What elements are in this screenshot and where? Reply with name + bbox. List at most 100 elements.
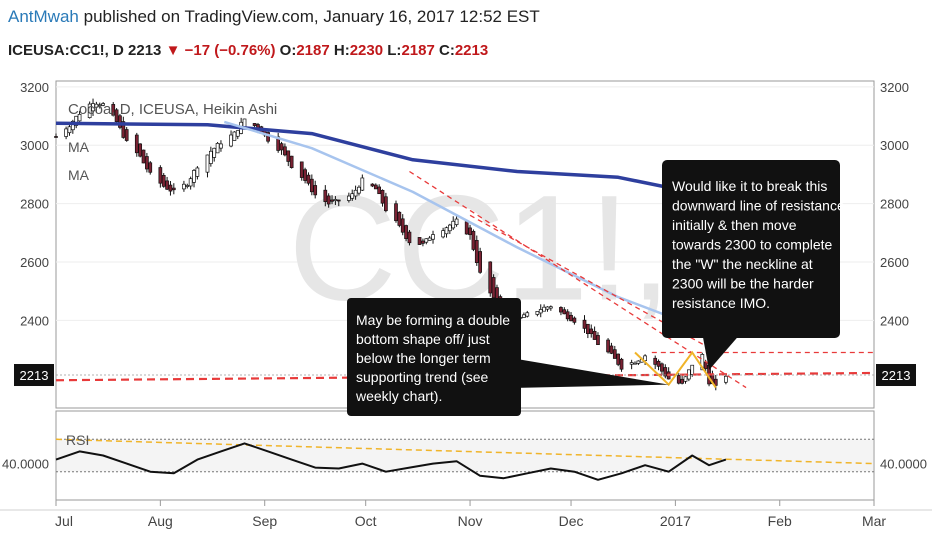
callout-left-line: bottom shape off/ just bbox=[356, 331, 490, 347]
time-label: Nov bbox=[458, 513, 483, 529]
callout-left-line: below the longer term bbox=[356, 350, 491, 366]
candle-body bbox=[219, 143, 223, 149]
candle-body bbox=[333, 199, 338, 201]
candle-body bbox=[636, 360, 641, 364]
candle-body bbox=[548, 306, 553, 309]
candle-body bbox=[373, 184, 378, 190]
price-tick-right: 2800 bbox=[880, 197, 909, 212]
rsi-tick-right: 40.0000 bbox=[880, 457, 927, 472]
candle-body bbox=[562, 309, 567, 315]
candle-body bbox=[350, 193, 355, 199]
rsi-trendline bbox=[55, 438, 875, 465]
symbol-line: ICEUSA:CC1!, D 2213 ▼ −17 (−0.76%) O:218… bbox=[8, 42, 488, 59]
callout-right bbox=[662, 160, 840, 338]
candle-body bbox=[124, 129, 129, 141]
callout-right-line: towards 2300 to complete bbox=[672, 237, 833, 253]
candle-body bbox=[542, 306, 546, 312]
price-tick-right: 3000 bbox=[880, 138, 909, 153]
candle-body bbox=[336, 199, 341, 202]
callout-left-pointer bbox=[511, 358, 669, 388]
candle-body bbox=[370, 183, 375, 187]
candle-body bbox=[283, 146, 287, 156]
price-tick-right: 2400 bbox=[880, 313, 909, 328]
candle-body bbox=[491, 277, 496, 299]
candle-body bbox=[690, 364, 695, 375]
candle-body bbox=[97, 104, 102, 107]
price-tick-left: 2800 bbox=[20, 197, 49, 212]
price-tick-right: 3200 bbox=[880, 80, 909, 95]
time-label: Feb bbox=[768, 513, 792, 529]
callout-right-pointer bbox=[702, 332, 742, 371]
candle-body bbox=[279, 143, 284, 151]
candle-body bbox=[535, 311, 540, 315]
close-label: C: bbox=[438, 42, 455, 59]
candle-body bbox=[232, 131, 237, 141]
candle-body bbox=[525, 312, 530, 317]
candle-body bbox=[323, 189, 328, 202]
candle-body bbox=[589, 328, 594, 335]
candle-body bbox=[407, 231, 412, 244]
candle-body bbox=[441, 230, 445, 238]
current-price-right: 2213 bbox=[882, 368, 911, 383]
time-label: Aug bbox=[148, 513, 173, 529]
rsi-line bbox=[55, 442, 727, 481]
candle-body bbox=[464, 221, 469, 235]
ma-slow-line bbox=[55, 121, 727, 201]
author-link[interactable]: AntMwah bbox=[8, 7, 79, 26]
candle-body bbox=[380, 189, 385, 204]
price-tick-left: 3200 bbox=[20, 80, 49, 95]
candle-body bbox=[215, 143, 220, 154]
candle-body bbox=[303, 169, 307, 181]
candle-body bbox=[609, 345, 614, 354]
candle-body bbox=[266, 132, 270, 142]
candle-body bbox=[64, 128, 68, 137]
candle-body bbox=[586, 323, 590, 334]
candle-body bbox=[195, 167, 200, 177]
candle-body bbox=[87, 103, 92, 118]
candle-body bbox=[111, 104, 116, 116]
candle-body bbox=[377, 186, 382, 195]
candle-body bbox=[357, 186, 361, 194]
price-tick-left: 3000 bbox=[20, 138, 49, 153]
candle-body bbox=[229, 134, 233, 147]
symbol-name: ICEUSA:CC1!, D bbox=[8, 42, 124, 59]
candle-body bbox=[192, 170, 196, 183]
candle-body bbox=[384, 196, 388, 212]
price-tick-left: 2400 bbox=[20, 313, 49, 328]
callout-right-line: initially & then move bbox=[672, 217, 797, 233]
legend-rsi: RSI bbox=[66, 432, 89, 448]
candle-body bbox=[208, 150, 213, 164]
candle-body bbox=[77, 114, 82, 122]
low-label: L: bbox=[387, 42, 402, 59]
current-price-left: 2213 bbox=[20, 368, 49, 383]
candle-body bbox=[454, 218, 459, 225]
callout-left-line: supporting trend (see bbox=[356, 369, 489, 385]
candle-body bbox=[134, 134, 139, 154]
callout-right-line: resistance IMO. bbox=[672, 295, 770, 311]
candle-body bbox=[235, 130, 240, 137]
callout-left-line: May be forming a double bbox=[356, 312, 510, 328]
time-label: Jul bbox=[55, 513, 73, 529]
callout-right-line: Would like it to break this bbox=[672, 178, 827, 194]
candle-body bbox=[559, 307, 563, 313]
high-value: 2230 bbox=[349, 42, 384, 59]
candle-body bbox=[633, 362, 637, 365]
callout-right-line: downward line of resistance bbox=[672, 198, 845, 214]
candle-body bbox=[161, 175, 166, 187]
candle-body bbox=[404, 225, 408, 240]
candle-body bbox=[252, 123, 257, 126]
legend-ma1: MA bbox=[68, 139, 90, 155]
last-price: 2213 bbox=[128, 42, 162, 59]
chart-header: AntMwah published on TradingView.com, Ja… bbox=[0, 0, 932, 74]
candle-body bbox=[447, 224, 452, 232]
candle-body bbox=[468, 227, 472, 236]
candle-body bbox=[417, 237, 422, 245]
candle-body bbox=[724, 375, 728, 383]
time-label: Mar bbox=[862, 513, 886, 529]
candle-body bbox=[54, 136, 58, 138]
candle-body bbox=[114, 109, 119, 123]
candle-body bbox=[394, 203, 398, 222]
candle-body bbox=[141, 149, 146, 164]
callout-left bbox=[347, 298, 521, 416]
